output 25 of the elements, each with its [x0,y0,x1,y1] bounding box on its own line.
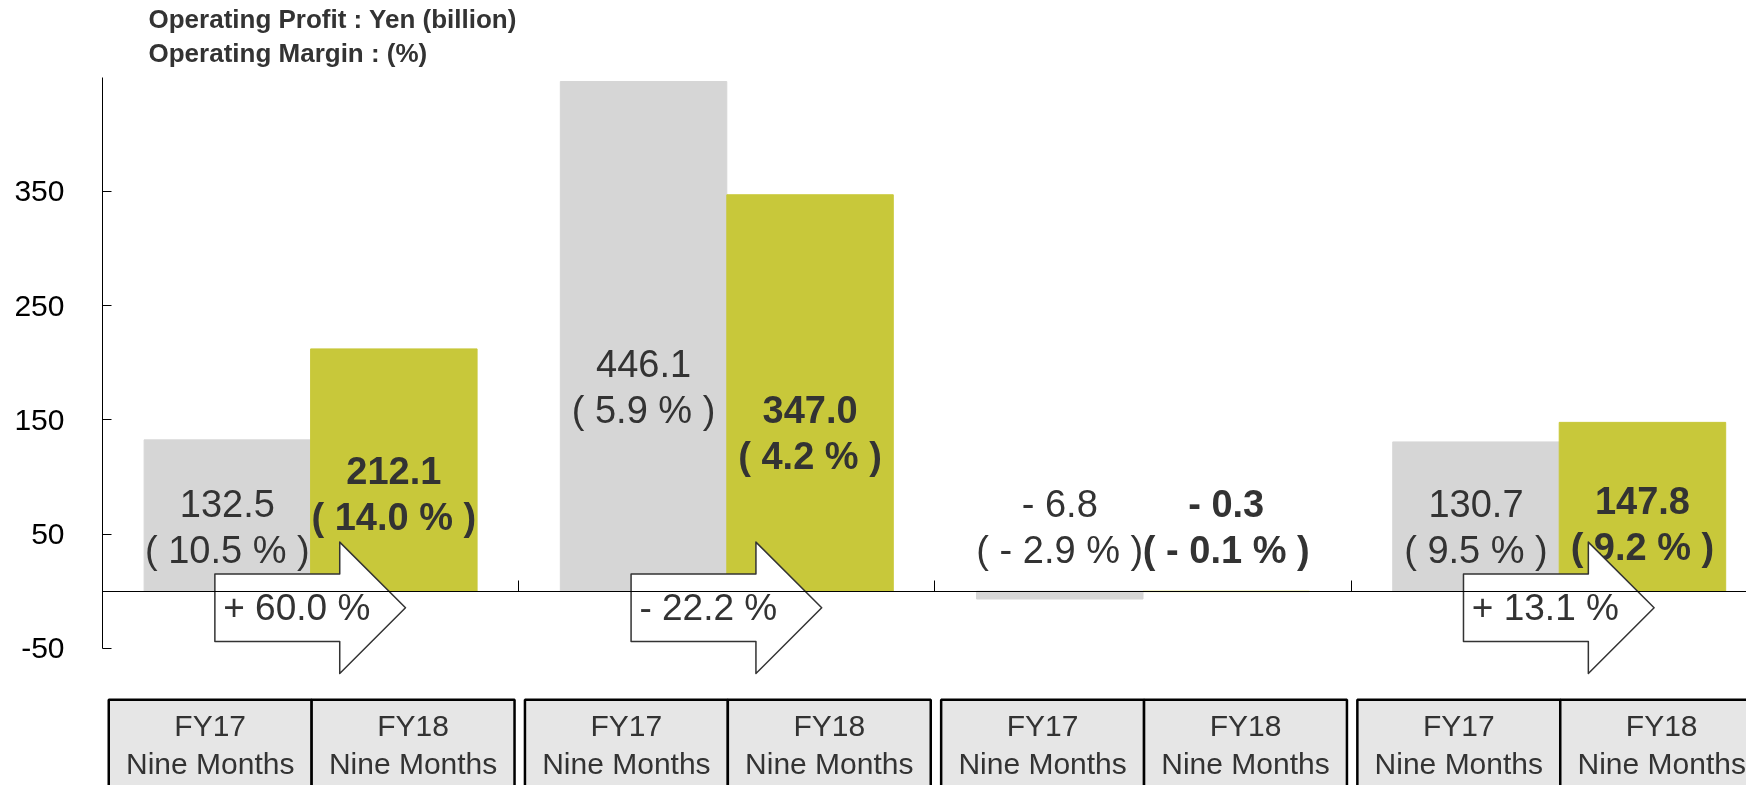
x-tick-label: FY18 Nine Months [328,708,498,780]
x-tick-label: FY18 Nine Months [1161,708,1330,780]
x-tick-label: FY18 Nine Months [1577,708,1746,780]
annotation: + 60.0 % [223,587,371,629]
data-label: - 6.8 ( - 2.9 % ) [976,483,1144,572]
x-tick-label: FY17 Nine Months [542,708,711,780]
annotation: - 22.2 % [639,587,778,629]
data-label: 446.1 ( 5.9 % ) [571,343,716,432]
x-tick-label: FY17 Nine Months [1374,708,1544,780]
chart-subtitle: Operating Margin : (%) [148,37,428,68]
y-tick-label: 150 [14,402,65,436]
annotation: + 13.1 % [1471,587,1619,629]
y-tick-label: 250 [14,288,65,322]
y-tick-label: 50 [31,517,65,551]
data-label: 130.7 ( 9.5 % ) [1404,483,1548,572]
x-tick-label: FY18 Nine Months [745,708,914,780]
data-label: 212.1 ( 14.0 % ) [311,450,477,539]
chart-title: Operating Profit : Yen (billion) [148,3,517,34]
x-tick-label: FY17 Nine Months [125,708,295,780]
y-tick-label: -50 [21,631,65,665]
x-tick-label: FY17 Nine Months [958,708,1127,780]
data-label: - 0.3 ( - 0.1 % ) [1142,483,1310,572]
data-label: 132.5 ( 10.5 % ) [145,483,310,572]
data-label: 347.0 ( 4.2 % ) [738,388,882,477]
y-tick-label: 350 [14,174,65,208]
